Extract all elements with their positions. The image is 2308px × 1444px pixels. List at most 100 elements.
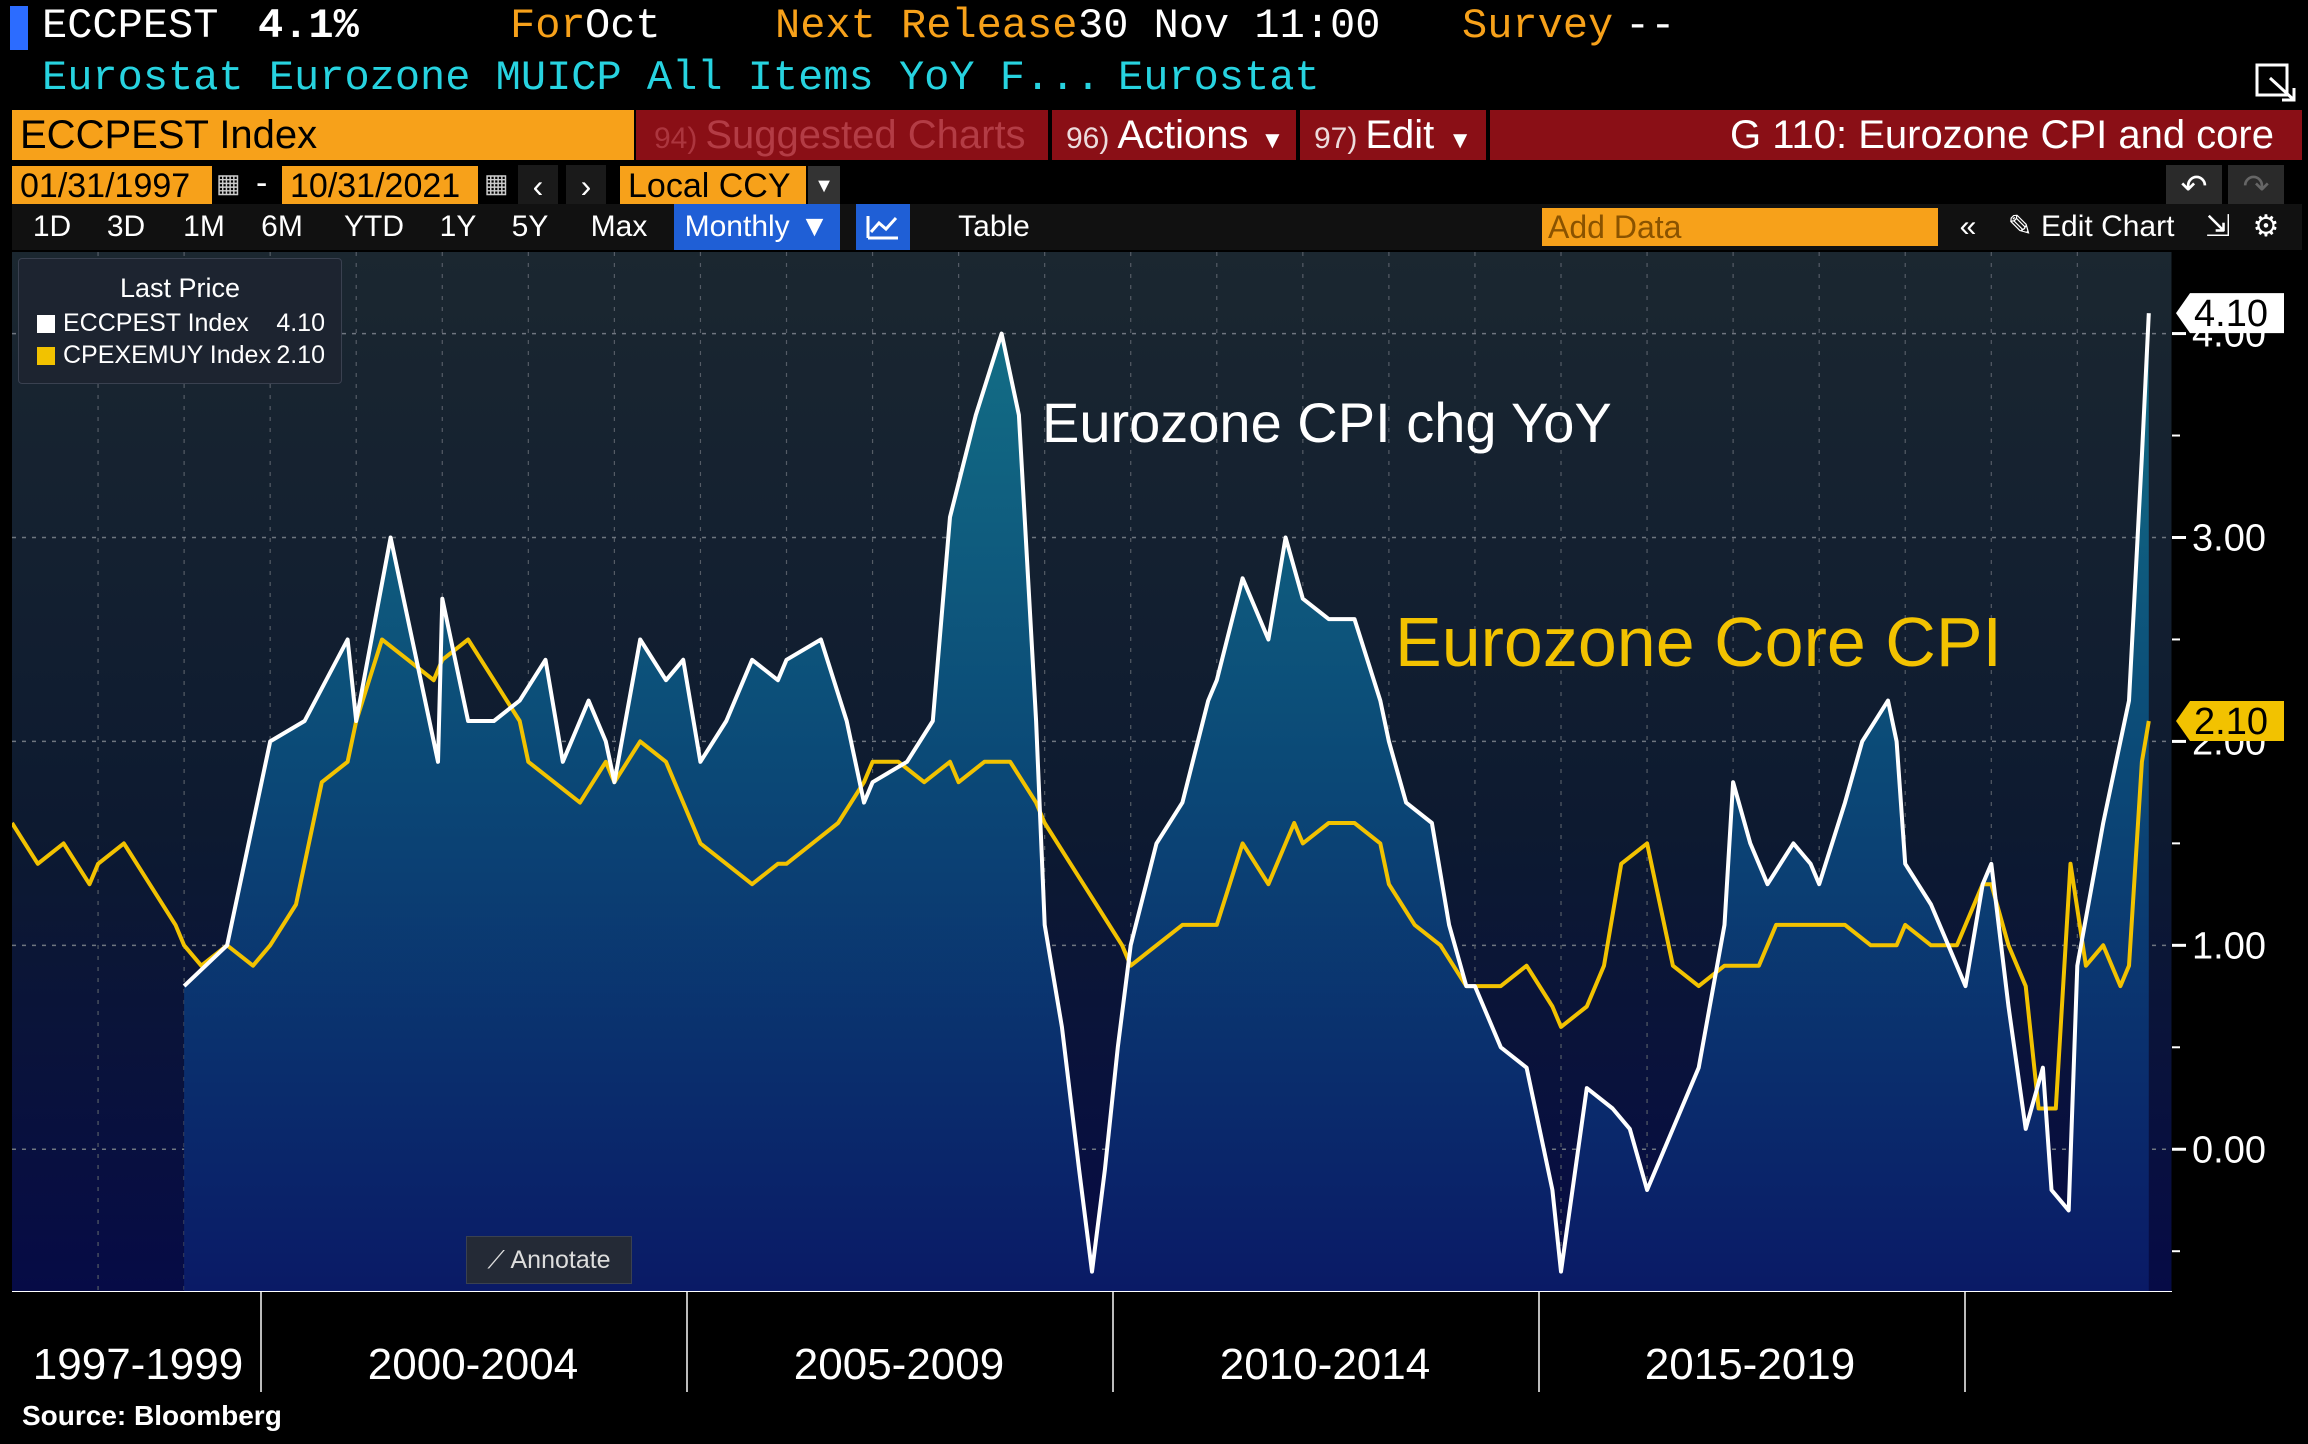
currency-select[interactable]: Local CCY	[620, 166, 806, 206]
last-value-tag-label: 4.10	[2194, 293, 2268, 335]
suggested-num: 94)	[654, 122, 698, 155]
range-button-1y[interactable]: 1Y	[439, 210, 477, 243]
x-period-label: 1997-1999	[32, 1340, 244, 1389]
legend-title: Last Price	[119, 273, 241, 303]
end-date-input[interactable]: 10/31/2021	[282, 166, 478, 206]
range-button-6m[interactable]: 6M	[261, 210, 303, 243]
survey-label: Survey	[1462, 2, 1614, 50]
line-chart-icon	[866, 216, 898, 240]
chart-settings-icon[interactable]: ⇲	[2205, 210, 2231, 243]
security-field[interactable]: ECCPEST Index	[12, 110, 634, 160]
for-value: Oct	[585, 2, 661, 50]
x-period-separator	[686, 1292, 688, 1392]
header-row-2: Eurostat Eurozone MUICP All Items YoY F.…	[0, 52, 2308, 104]
annotation-headline: Eurozone CPI chg YoY	[1042, 391, 1612, 454]
frequency-caret-icon: ▼	[799, 210, 830, 243]
headline-area	[184, 313, 2149, 1292]
x-period-separator	[1538, 1292, 1540, 1392]
end-calendar-icon[interactable]: ▦	[484, 168, 509, 198]
popout-icon[interactable]	[2254, 62, 2298, 102]
y-tick-label: 3.00	[2192, 517, 2266, 559]
chart-area[interactable]: 0.00 1.00 2.00 3.00 4.00 4.10 2.10 Eurozone CPI…	[12, 252, 2308, 1292]
x-period-separator	[260, 1292, 262, 1392]
ticker-indicator	[10, 6, 28, 50]
last-value-tag-label: 2.10	[2194, 701, 2268, 743]
x-period-label: 2015-2019	[1644, 1340, 1856, 1389]
redo-button[interactable]: ↷	[2228, 165, 2284, 207]
core-cpi-line	[12, 637, 2151, 1111]
undo-button[interactable]: ↶	[2166, 165, 2222, 207]
date-separator: -	[256, 164, 268, 202]
range-button-ytd[interactable]: YTD	[344, 210, 404, 243]
frequency-label: Monthly	[684, 210, 790, 243]
actions-label: Actions	[1117, 113, 1249, 157]
last-value-tag	[2176, 293, 2284, 334]
gear-icon[interactable]: ⚙	[2252, 210, 2280, 243]
edit-label: Edit	[1365, 113, 1435, 157]
line-chart-button[interactable]	[856, 204, 910, 250]
range-button-max[interactable]: Max	[590, 210, 648, 243]
frequency-select[interactable]: Monthly ▼	[674, 204, 840, 250]
x-period-separator	[1964, 1292, 1966, 1392]
next-period-button[interactable]: ›	[566, 165, 606, 207]
legend[interactable]: Last Price ECCPEST Index 4.10 CPEXEMUY In…	[18, 258, 342, 384]
x-period-separator	[1112, 1292, 1114, 1392]
command-bar: ECCPEST Index 94) Suggested Charts 96) Act…	[12, 110, 2302, 162]
range-button-5y[interactable]: 5Y	[511, 210, 549, 243]
redo-icon: ↷	[2242, 168, 2270, 204]
page-title: G 110: Eurozone CPI and core	[1490, 110, 2302, 160]
security-description: Eurostat Eurozone MUICP All Items YoY F.…	[42, 54, 1101, 102]
y-axis-background	[2172, 252, 2308, 1292]
headline-cpi-line	[182, 313, 2151, 1274]
annotation-core: Eurozone Core CPI	[1395, 603, 2002, 681]
legend-value: 4.10	[276, 309, 325, 337]
legend-item-core: CPEXEMUY Index 2.10	[37, 341, 337, 370]
chevron-left-icon: ‹	[532, 168, 544, 204]
suggested-label: Suggested Charts	[705, 113, 1026, 157]
source-name: Eurostat	[1118, 54, 1320, 102]
legend-name: CPEXEMUY Index	[63, 341, 271, 369]
pencil-icon: ✎	[2007, 210, 2033, 243]
table-button[interactable]: Table	[958, 210, 1030, 243]
annotate-icon: ⟋	[487, 1246, 505, 1274]
collapse-icon[interactable]: «	[1959, 210, 1977, 243]
legend-swatch	[37, 347, 55, 365]
prev-period-button[interactable]: ‹	[518, 165, 558, 207]
source-note: Source: Bloomberg	[22, 1400, 282, 1431]
range-button-1d[interactable]: 1D	[32, 210, 72, 243]
add-data-input[interactable]: Add Data	[1542, 208, 1938, 246]
last-value: 4.1%	[258, 2, 359, 50]
annotate-button[interactable]: ⟋ Annotate	[466, 1236, 632, 1284]
x-period-label: 2000-2004	[367, 1340, 579, 1389]
legend-swatch	[37, 315, 55, 333]
next-release-label: Next Release	[775, 2, 1078, 50]
actions-num: 96)	[1066, 122, 1110, 155]
x-period-label: 2010-2014	[1219, 1340, 1431, 1389]
start-date-input[interactable]: 01/31/1997	[12, 166, 212, 206]
suggested-charts-button[interactable]: 94) Suggested Charts	[636, 110, 1048, 160]
edit-button[interactable]: 97) Edit ▼	[1300, 110, 1486, 160]
actions-caret-icon: ▼	[1260, 127, 1285, 154]
header-row-1: ECCPEST 4.1% For Oct Next Release 30 Nov…	[0, 0, 2308, 52]
edit-chart-label: Edit Chart	[2041, 210, 2175, 243]
last-value-tag	[2176, 701, 2284, 742]
survey-value: --	[1625, 2, 1676, 50]
y-tick-label: 1.00	[2192, 925, 2266, 967]
edit-num: 97)	[1314, 122, 1358, 155]
start-calendar-icon[interactable]: ▦	[216, 168, 241, 198]
legend-name: ECCPEST Index	[63, 309, 249, 337]
range-button-3d[interactable]: 3D	[106, 210, 146, 243]
annotate-label: Annotate	[510, 1246, 611, 1274]
for-label: For	[510, 2, 586, 50]
actions-button[interactable]: 96) Actions ▼	[1052, 110, 1296, 160]
range-button-1m[interactable]: 1M	[183, 210, 225, 243]
edit-chart-button[interactable]: ✎ Edit Chart	[1996, 204, 2186, 250]
currency-dropdown-icon[interactable]: ▼	[808, 166, 840, 206]
x-period-label: 2005-2009	[793, 1340, 1005, 1389]
ticker[interactable]: ECCPEST	[42, 2, 219, 50]
legend-item-headline: ECCPEST Index 4.10	[37, 309, 337, 338]
y-tick-label: 0.00	[2192, 1129, 2266, 1171]
legend-value: 2.10	[276, 341, 325, 369]
next-release-value: 30 Nov 11:00	[1078, 2, 1381, 50]
